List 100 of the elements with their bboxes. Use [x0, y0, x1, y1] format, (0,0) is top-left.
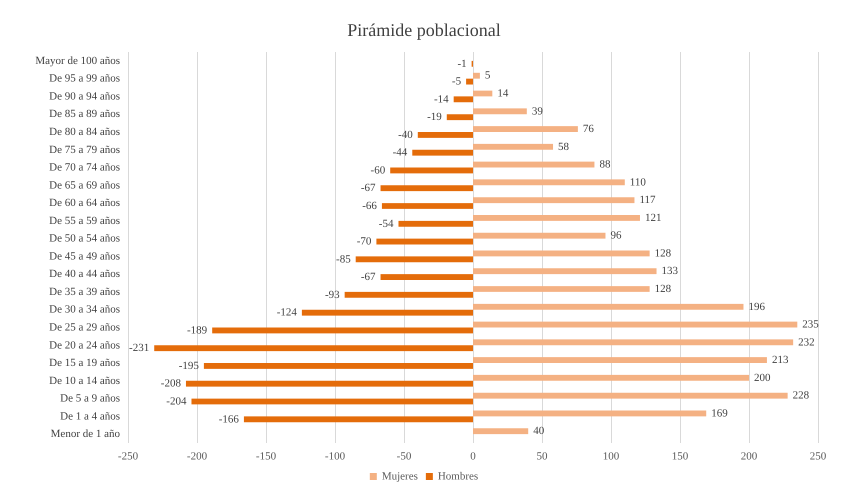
y-tick-label: Menor de 1 año — [50, 428, 120, 440]
y-tick-label: De 55 a 59 años — [49, 214, 120, 227]
data-label: 128 — [654, 247, 672, 260]
data-label: 39 — [532, 105, 544, 118]
x-tick-label: -150 — [256, 450, 277, 462]
data-label: -124 — [276, 306, 298, 319]
chart-title: Pirámide poblacional — [347, 20, 501, 40]
y-tick-label: De 20 a 24 años — [49, 339, 120, 352]
data-label: -44 — [392, 146, 408, 159]
y-tick-label: De 10 a 14 años — [49, 374, 120, 387]
bar — [356, 256, 473, 262]
data-label: -231 — [129, 342, 150, 354]
data-label: 88 — [599, 158, 611, 171]
bar — [473, 144, 554, 150]
y-tick-label: De 15 a 19 años — [49, 357, 120, 370]
y-tick-label: De 90 a 94 años — [49, 90, 120, 102]
data-label: 232 — [798, 336, 815, 348]
bar — [382, 203, 473, 209]
y-tick-label: De 95 a 99 años — [49, 72, 120, 85]
x-tick-label: -50 — [396, 450, 412, 462]
data-label: 121 — [644, 212, 662, 224]
y-tick-label: De 40 a 44 años — [49, 268, 120, 280]
y-tick-label: De 1 a 4 años — [60, 410, 120, 422]
bar — [390, 168, 473, 174]
y-tick-label: De 70 a 74 años — [49, 162, 120, 174]
data-label: 14 — [497, 88, 509, 100]
legend-label: Mujeres — [382, 470, 418, 482]
y-tick-label: De 65 a 69 años — [49, 179, 120, 192]
bar — [473, 72, 480, 79]
data-label: 200 — [754, 372, 771, 384]
x-tick-label: 50 — [536, 450, 548, 462]
x-tick-label: 100 — [602, 450, 620, 462]
bar — [473, 357, 767, 364]
bar — [473, 250, 650, 256]
data-label: 196 — [748, 300, 766, 313]
y-tick-label: De 75 a 79 años — [49, 144, 120, 156]
bar — [344, 292, 473, 298]
bar — [473, 304, 744, 310]
bar — [186, 380, 473, 387]
x-tick-label: 200 — [740, 450, 758, 462]
bar — [398, 220, 473, 227]
bar — [376, 238, 473, 244]
bar — [473, 162, 594, 168]
data-label: 110 — [630, 176, 646, 188]
bar — [473, 90, 492, 96]
x-tick-label: 150 — [672, 450, 689, 462]
x-tick-label: 0 — [470, 450, 476, 462]
x-tick-label: -100 — [324, 450, 346, 462]
data-label: 128 — [654, 283, 672, 295]
data-label: -66 — [362, 200, 378, 212]
data-label: -19 — [427, 111, 442, 124]
bar — [473, 322, 798, 328]
bar — [212, 327, 473, 334]
bar — [473, 268, 657, 274]
bar — [154, 345, 473, 352]
data-label: 213 — [772, 354, 789, 366]
bar — [302, 310, 473, 316]
bar — [473, 286, 650, 292]
bar — [473, 339, 794, 346]
data-label: -5 — [452, 76, 462, 88]
data-label: 133 — [662, 265, 679, 278]
bar — [473, 392, 788, 399]
bar — [473, 374, 749, 381]
y-tick-label: De 25 a 29 años — [49, 321, 120, 334]
data-label: -85 — [336, 253, 352, 266]
bar — [473, 179, 625, 186]
bar — [191, 398, 473, 404]
legend-label: Hombres — [438, 470, 478, 482]
bar — [418, 132, 473, 138]
bar — [473, 232, 606, 239]
y-tick-label: De 30 a 34 años — [49, 304, 120, 316]
data-label: -166 — [218, 413, 240, 426]
bar — [412, 150, 473, 156]
y-tick-label: De 50 a 54 años — [49, 232, 120, 245]
bar — [473, 126, 578, 132]
y-tick-label: De 60 a 64 años — [49, 197, 120, 210]
data-label: -208 — [160, 378, 182, 390]
bar — [380, 274, 473, 280]
data-label: 117 — [639, 194, 656, 206]
data-label: -67 — [360, 271, 376, 284]
data-label: -54 — [378, 218, 394, 230]
data-label: -1 — [457, 58, 467, 70]
data-label: 169 — [711, 407, 728, 420]
data-label: -40 — [398, 128, 414, 141]
data-label: 5 — [484, 70, 491, 82]
data-label: 40 — [533, 425, 545, 438]
y-tick-label: De 35 a 39 años — [49, 286, 120, 298]
data-label: 76 — [582, 123, 594, 136]
data-label: 228 — [792, 390, 810, 402]
bar — [380, 185, 473, 192]
data-label: -204 — [166, 396, 187, 408]
bar — [204, 363, 473, 369]
data-label: -70 — [356, 236, 372, 248]
data-label: -195 — [178, 360, 200, 372]
data-label: 96 — [610, 230, 622, 242]
data-label: 58 — [558, 140, 570, 153]
y-tick-label: De 5 a 9 años — [60, 392, 120, 405]
x-tick-label: -200 — [186, 450, 208, 462]
x-tick-label: 250 — [810, 450, 827, 462]
data-label: -60 — [370, 164, 386, 176]
